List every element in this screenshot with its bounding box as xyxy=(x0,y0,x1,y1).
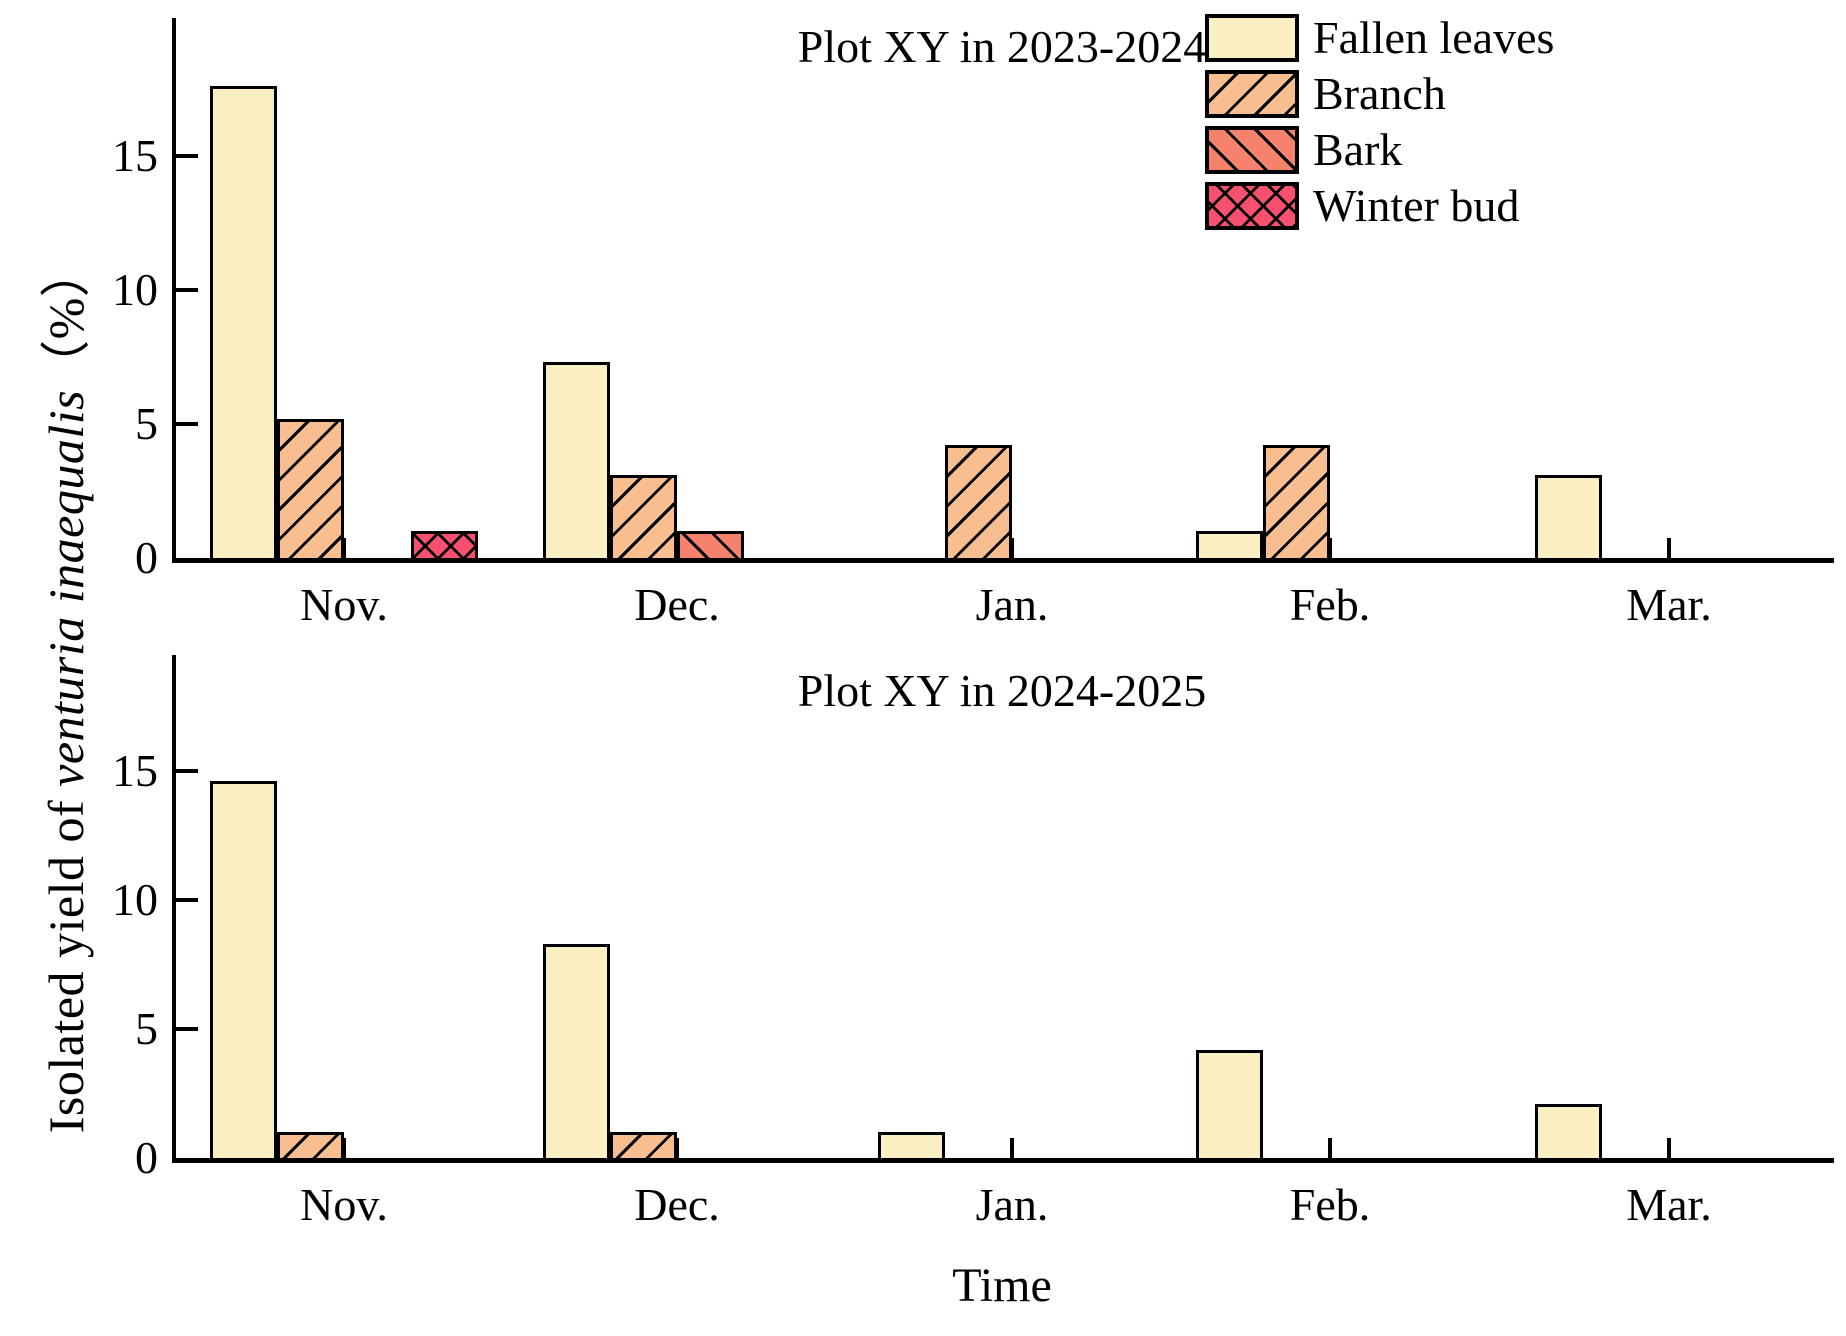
bar-branch-nov xyxy=(277,1132,344,1161)
x-axis-spine xyxy=(172,1158,1834,1163)
bar-fallen-leaves-feb xyxy=(1196,1050,1263,1161)
bar-branch-nov xyxy=(277,419,344,561)
panel-title-2023-2024: Plot XY in 2023-2024 xyxy=(797,21,1207,72)
x-tick-jan xyxy=(1010,1138,1014,1158)
y-tick-label-0: 0 xyxy=(135,532,158,583)
y-tick-15 xyxy=(176,154,198,158)
y-tick-label-15: 15 xyxy=(112,130,158,181)
x-axis-spine xyxy=(172,558,1834,563)
legend: Fallen leaves Branch Bark Winter bud xyxy=(1205,12,1554,236)
x-tick-dec xyxy=(675,1138,679,1158)
y-tick-5 xyxy=(176,422,198,426)
x-tick-label-feb: Feb. xyxy=(1289,1179,1371,1230)
bar-bark-dec xyxy=(677,531,744,561)
y-tick-5 xyxy=(176,1027,198,1031)
bar-fallen-leaves-feb xyxy=(1196,531,1263,561)
y-tick-label-5: 5 xyxy=(135,1003,158,1054)
legend-item-branch: Branch xyxy=(1205,68,1554,120)
bar-fallen-leaves-jan xyxy=(878,1132,945,1161)
y-tick-10 xyxy=(176,898,198,902)
bar-branch-feb xyxy=(1263,445,1330,561)
legend-swatch-fallen-leaves xyxy=(1205,14,1299,62)
y-tick-label-5: 5 xyxy=(135,398,158,449)
legend-swatch-bark xyxy=(1205,126,1299,174)
legend-swatch-winter-bud xyxy=(1205,182,1299,230)
legend-item-fallen-leaves: Fallen leaves xyxy=(1205,12,1554,64)
x-tick-nov xyxy=(342,538,346,558)
x-tick-label-nov: Nov. xyxy=(300,579,388,630)
legend-swatch-branch xyxy=(1205,70,1299,118)
bar-branch-jan xyxy=(945,445,1012,561)
x-tick-label-nov: Nov. xyxy=(300,1179,388,1230)
bar-fallen-leaves-dec xyxy=(543,362,610,561)
x-tick-nov xyxy=(342,1138,346,1158)
y-tick-15 xyxy=(176,769,198,773)
x-axis-label: Time xyxy=(952,1259,1052,1312)
y-tick-label-0: 0 xyxy=(135,1132,158,1183)
y-tick-label-10: 10 xyxy=(112,874,158,925)
x-tick-label-dec: Dec. xyxy=(634,1179,720,1230)
x-tick-label-mar: Mar. xyxy=(1626,1179,1712,1230)
x-tick-feb xyxy=(1328,1138,1332,1158)
bar-fallen-leaves-nov xyxy=(210,781,277,1161)
bar-fallen-leaves-nov xyxy=(210,86,277,561)
x-tick-jan xyxy=(1010,538,1014,558)
legend-label-bark: Bark xyxy=(1313,124,1403,175)
x-tick-mar xyxy=(1667,538,1671,558)
y-tick-label-10: 10 xyxy=(112,264,158,315)
legend-label-branch: Branch xyxy=(1313,68,1446,119)
panel-title-2024-2025: Plot XY in 2024-2025 xyxy=(797,665,1207,716)
legend-label-winter-bud: Winter bud xyxy=(1313,180,1520,231)
x-tick-label-dec: Dec. xyxy=(634,579,720,630)
bar-branch-dec xyxy=(610,1132,677,1161)
x-tick-label-jan: Jan. xyxy=(975,579,1049,630)
x-tick-label-feb: Feb. xyxy=(1289,579,1371,630)
x-tick-mar xyxy=(1667,1138,1671,1158)
bar-fallen-leaves-mar xyxy=(1535,1104,1602,1161)
y-axis-spine xyxy=(172,655,176,1163)
bar-winter-bud-nov xyxy=(411,531,478,561)
x-tick-label-mar: Mar. xyxy=(1626,579,1712,630)
x-tick-label-jan: Jan. xyxy=(975,1179,1049,1230)
y-tick-label-15: 15 xyxy=(112,745,158,796)
x-tick-feb xyxy=(1328,538,1332,558)
y-tick-10 xyxy=(176,288,198,292)
legend-label-fallen-leaves: Fallen leaves xyxy=(1313,12,1555,63)
legend-item-bark: Bark xyxy=(1205,124,1554,176)
legend-item-winter-bud: Winter bud xyxy=(1205,180,1554,232)
y-axis-spine xyxy=(172,18,176,563)
bar-fallen-leaves-mar xyxy=(1535,475,1602,561)
bar-fallen-leaves-dec xyxy=(543,944,610,1161)
bar-branch-dec xyxy=(610,475,677,561)
